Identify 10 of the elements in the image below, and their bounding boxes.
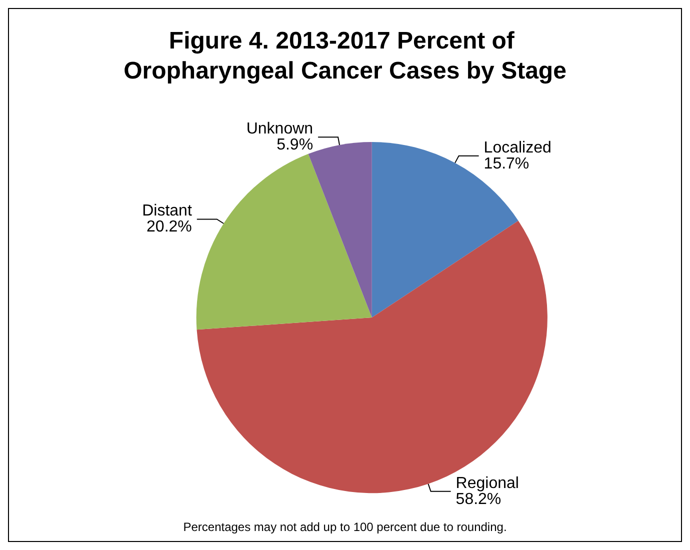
- slice-label: Unknown: [246, 120, 314, 138]
- slice-label: Distant: [142, 202, 192, 220]
- data-label: 5.9%: [276, 136, 314, 154]
- data-label: 58.2%: [456, 490, 502, 508]
- data-label: 15.7%: [484, 155, 530, 172]
- slice-label: Regional: [456, 474, 519, 492]
- text: Percentages may not add up to 100 percent due to rounding.: [183, 520, 507, 534]
- chart-title: Figure 4. 2013-2017 Percent of Oropharyngeal Cancer Cases by Stage: [124, 28, 566, 84]
- data-label: 20.2%: [146, 218, 192, 236]
- slice-label: Localized: [484, 139, 552, 156]
